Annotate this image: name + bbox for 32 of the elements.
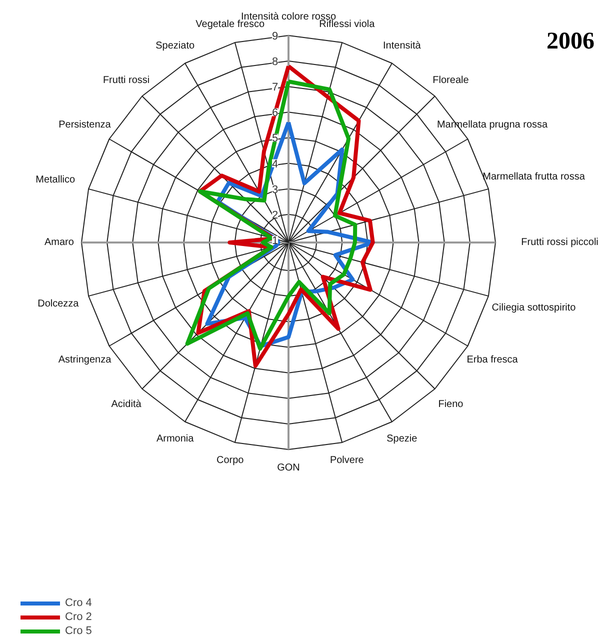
- legend-label: Cro 4: [65, 597, 92, 609]
- spoke-label: Floreale: [432, 74, 470, 86]
- y-tick-label: 8: [272, 56, 278, 68]
- legend-label: Cro 5: [65, 625, 92, 637]
- spoke-label: Spezie: [386, 433, 418, 444]
- spoke-label: Dolcezza: [38, 298, 80, 310]
- y-tick-label: 7: [272, 82, 278, 94]
- spoke-label: Erba fresca: [466, 354, 518, 366]
- spoke-label: Vegetale fresco: [196, 19, 266, 30]
- spoke-label: Intensità: [383, 40, 422, 52]
- spoke-label: Acidità: [111, 399, 142, 410]
- y-tick-label: 2: [272, 209, 278, 222]
- spoke-label: Ciliegia sottospirito: [492, 302, 576, 314]
- legend-label: Cro 2: [65, 611, 92, 623]
- spoke-label: Amaro: [44, 237, 74, 248]
- spoke-label: Metallico: [36, 174, 76, 186]
- spoke-label: Persistenza: [58, 119, 112, 130]
- spoke-label: Fieno: [438, 399, 464, 410]
- spoke-label: GON: [277, 462, 300, 474]
- y-tick-label: 3: [272, 184, 278, 196]
- spoke-label: Marmellata frutta rossa: [482, 171, 586, 182]
- spoke-label: Frutti rossi: [102, 74, 150, 86]
- spoke-label: Corpo: [216, 454, 244, 466]
- spoke-label: Armonia: [156, 433, 194, 444]
- spoke-label: Polvere: [330, 454, 364, 466]
- y-tick-label: 1: [272, 234, 278, 247]
- spoke-label: Astringenza: [58, 354, 112, 366]
- spoke-label: Frutti rossi piccoli: [521, 237, 598, 248]
- text: 2006: [546, 28, 594, 54]
- spoke-label: Speziato: [156, 40, 195, 52]
- y-tick-label: 9: [272, 30, 278, 42]
- y-tick-label: 4: [272, 158, 278, 170]
